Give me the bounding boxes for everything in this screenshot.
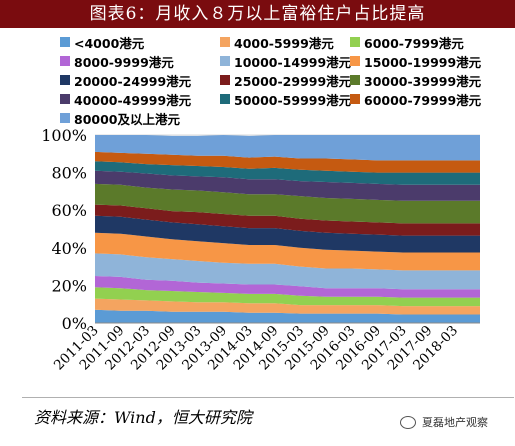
y-tick-label: 40%	[51, 239, 87, 258]
area-series	[95, 161, 480, 185]
area-series	[95, 276, 480, 298]
y-tick-label: 0%	[62, 314, 87, 333]
source-note: 资料来源：Wind，恒大研究院	[34, 408, 252, 427]
legend-label: 4000-5999港元	[234, 35, 334, 51]
legend-label: 80000及以上港元	[74, 111, 180, 127]
chart-title: 图表6：月收入８万以上富裕住户占比提高	[0, 0, 515, 28]
area-series	[95, 298, 480, 315]
legend-swatch	[350, 94, 360, 104]
legend-swatch	[60, 56, 70, 66]
y-tick-label: 80%	[51, 164, 87, 183]
area-series	[95, 232, 480, 271]
legend-label: 15000-19999港元	[364, 54, 482, 70]
legend-label: <4000港元	[74, 35, 145, 51]
legend-label: 60000-79999港元	[364, 92, 482, 108]
legend-item: 8000-9999港元	[60, 52, 220, 70]
area-series	[95, 253, 480, 290]
legend-item: 40000-49999港元	[60, 90, 220, 108]
y-tick-label: 20%	[51, 276, 87, 295]
legend-swatch	[350, 75, 360, 85]
area-series	[95, 183, 480, 224]
area-series	[95, 170, 480, 201]
legend-label: 10000-14999港元	[234, 54, 352, 70]
area-series	[95, 204, 480, 236]
chart-legend: <4000港元 4000-5999港元 6000-7999港元 8000-9999港元…	[60, 33, 510, 127]
legend-swatch	[350, 37, 360, 47]
watermark-text: 夏磊地产观察	[422, 416, 488, 429]
legend-item: 20000-24999港元	[60, 71, 220, 89]
legend-swatch	[220, 75, 230, 85]
legend-item: 30000-39999港元	[350, 71, 500, 89]
legend-item: 10000-14999港元	[220, 52, 352, 70]
legend-swatch	[60, 94, 70, 104]
y-tick-label: 100%	[41, 126, 87, 145]
legend-label: 8000-9999港元	[74, 54, 174, 70]
footer-divider	[22, 397, 514, 398]
legend-label: 50000-59999港元	[234, 92, 352, 108]
legend-item: 4000-5999港元	[220, 33, 350, 51]
legend-swatch	[350, 56, 360, 66]
area-series	[95, 287, 480, 307]
wechat-icon	[400, 415, 416, 429]
legend-item: 60000-79999港元	[350, 90, 500, 108]
legend-swatch	[60, 113, 70, 123]
legend-item: 25000-29999港元	[220, 71, 352, 89]
legend-item: 80000及以上港元	[60, 109, 220, 127]
area-series	[95, 215, 480, 253]
legend-swatch	[220, 56, 230, 66]
legend-item: <4000港元	[60, 33, 220, 51]
legend-swatch	[60, 37, 70, 47]
legend-swatch	[60, 75, 70, 85]
legend-label: 20000-24999港元	[74, 73, 192, 89]
area-series	[95, 135, 480, 161]
legend-swatch	[220, 37, 230, 47]
y-tick-label: 60%	[51, 201, 87, 220]
legend-item: 50000-59999港元	[220, 90, 352, 108]
legend-label: 30000-39999港元	[364, 73, 482, 89]
legend-label: 6000-7999港元	[364, 35, 464, 51]
legend-swatch	[220, 94, 230, 104]
legend-label: 40000-49999港元	[74, 92, 192, 108]
area-series	[95, 309, 480, 323]
legend-label: 25000-29999港元	[234, 73, 352, 89]
legend-item: 6000-7999港元	[350, 33, 500, 51]
watermark: 夏磊地产观察	[400, 414, 488, 430]
legend-item: 15000-19999港元	[350, 52, 500, 70]
area-series	[95, 151, 480, 173]
